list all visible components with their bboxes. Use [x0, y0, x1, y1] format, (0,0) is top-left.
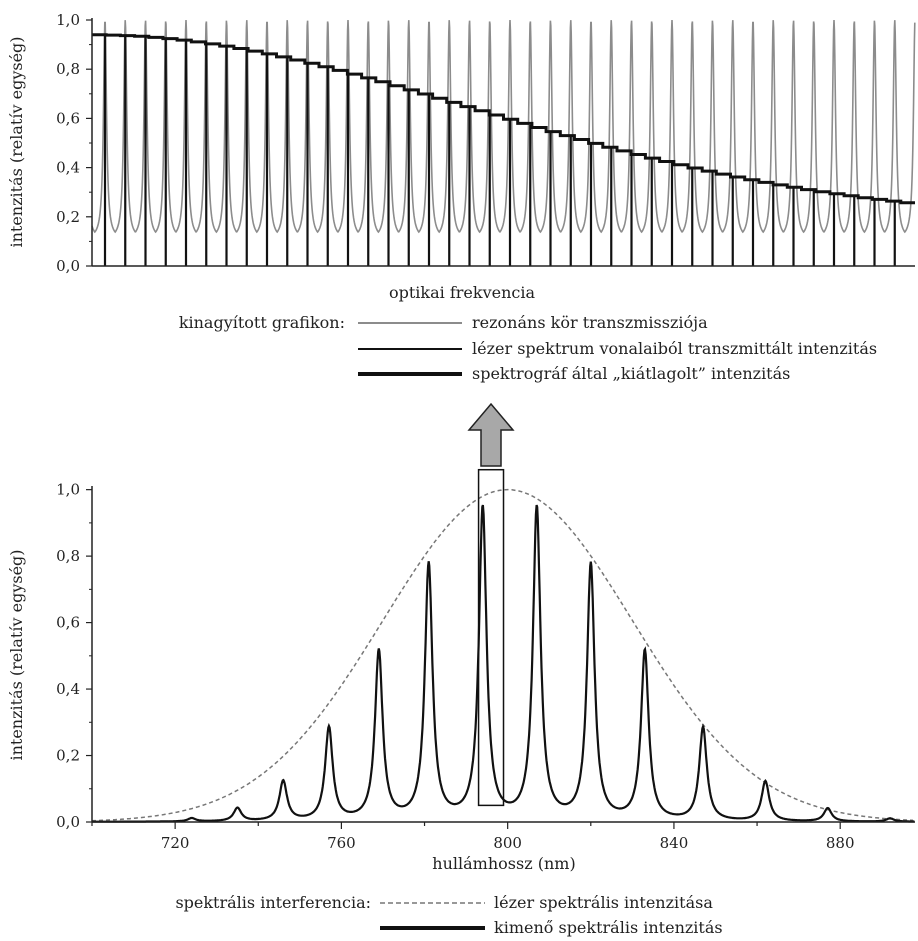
- zoom-box-rect: [477, 468, 505, 807]
- top-legend-title: kinagyított grafikon:: [179, 313, 345, 332]
- top-comb-lines: [103, 34, 896, 266]
- top-y-label: intenzitás (relatív egység): [7, 36, 26, 247]
- bottom-y-tick-label: 0,4: [56, 680, 80, 698]
- bottom-gaussian-line: [91, 488, 913, 822]
- bottom-x-tick-label: 840: [660, 834, 689, 852]
- top-y-tick-label: 0,0: [56, 257, 80, 275]
- bottom-legend-title: spektrális interferencia:: [175, 893, 371, 912]
- top-y-tick-label: 0,8: [56, 60, 80, 78]
- top-staircase: [92, 33, 915, 205]
- bottom-legend-label-output: kimenő spektrális intenzitás: [494, 918, 723, 937]
- bottom-zoom-box: [477, 468, 505, 807]
- bottom-y-tick-label: 0,2: [56, 747, 80, 765]
- top-staircase-line: [92, 33, 915, 205]
- top-legend-label-stair: spektrográf által „kiátlagolt” intenzitá…: [472, 364, 790, 383]
- bottom-y-tick-label: 0,0: [56, 813, 80, 831]
- bottom-y-tick-label: 1,0: [56, 481, 80, 499]
- top-legend: kinagyított grafikon: rezonáns kör trans…: [179, 313, 877, 383]
- zoom-arrow-icon: [467, 402, 515, 467]
- top-y-tick-label: 0,2: [56, 208, 80, 226]
- top-resonance-line: [91, 19, 916, 234]
- top-axes: 0,0 0,2 0,4 0,6 0,8 1,0: [56, 11, 915, 275]
- top-legend-label-resonance: rezonáns kör transzmissziója: [472, 313, 708, 332]
- bottom-x-tick-label: 880: [826, 834, 855, 852]
- bottom-legend: spektrális interferencia: lézer spektrál…: [175, 893, 722, 937]
- bottom-legend-label-gauss: lézer spektrális intenzitása: [494, 893, 713, 912]
- bottom-chart: 0,0 0,2 0,4 0,6 0,8 1,0 720 760 800 840 880 intenz…: [7, 468, 915, 873]
- top-y-tick-label: 1,0: [56, 11, 80, 29]
- top-x-label: optikai frekvencia: [389, 283, 535, 302]
- bottom-x-tick-label: 720: [161, 834, 190, 852]
- bottom-x-tick-label: 800: [493, 834, 522, 852]
- bottom-y-label: intenzitás (relatív egység): [7, 549, 26, 760]
- top-resonance-curve: [91, 19, 916, 234]
- top-chart: 0,0 0,2 0,4 0,6 0,8 1,0 intenzitás (relatív e…: [7, 11, 916, 302]
- bottom-x-label: hullámhossz (nm): [432, 854, 575, 873]
- bottom-gaussian-envelope: [91, 488, 913, 822]
- top-legend-label-comb: lézer spektrum vonalaiból transzmittált …: [472, 339, 877, 358]
- bottom-x-tick-label: 760: [327, 834, 356, 852]
- bottom-axes: 0,0 0,2 0,4 0,6 0,8 1,0 720 760 800 840 880: [56, 481, 915, 852]
- bottom-y-tick-label: 0,6: [56, 614, 80, 632]
- top-y-tick-label: 0,4: [56, 159, 80, 177]
- top-y-tick-label: 0,6: [56, 109, 80, 127]
- bottom-y-tick-label: 0,8: [56, 547, 80, 565]
